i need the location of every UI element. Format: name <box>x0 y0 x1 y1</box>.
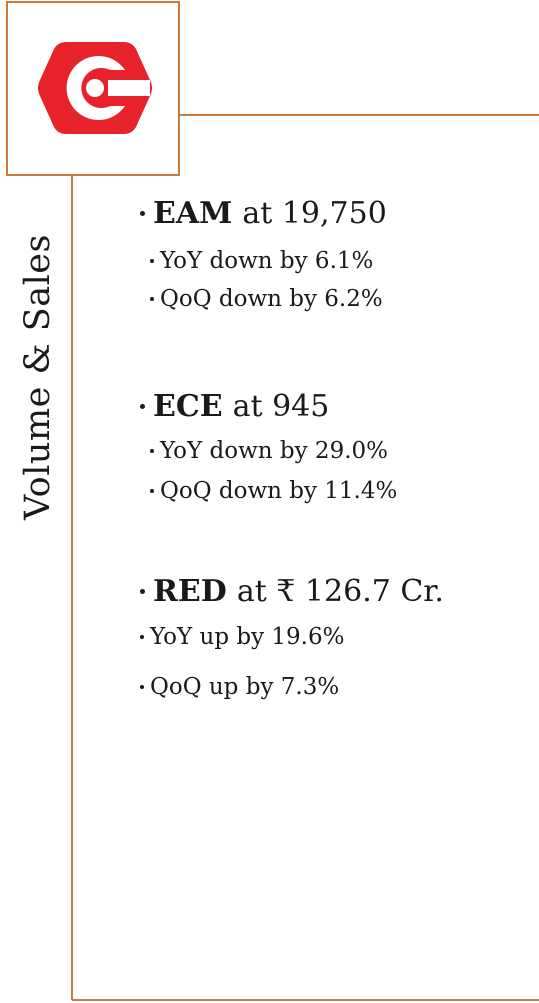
metric-value: at ₹ 126.7 Cr. <box>236 574 444 609</box>
bullet-item: YoY down by 29.0% <box>150 438 388 464</box>
section-heading: RED at ₹ 126.7 Cr. <box>140 574 444 609</box>
bullet <box>150 297 154 301</box>
metric-value: at 19,750 <box>242 196 387 231</box>
bullet <box>150 259 154 263</box>
metric-name: EAM <box>153 196 233 231</box>
bullet <box>140 685 144 689</box>
item-text: QoQ down by 11.4% <box>160 478 398 504</box>
bullet <box>140 589 145 594</box>
bullet-item: QoQ down by 6.2% <box>150 286 383 312</box>
metric-value: at 945 <box>232 389 330 424</box>
item-text: YoY down by 6.1% <box>160 248 374 274</box>
bullet-item: YoY up by 19.6% <box>140 624 344 650</box>
bullet <box>140 635 144 639</box>
bullet-item: QoQ down by 11.4% <box>150 478 397 504</box>
section-heading: EAM at 19,750 <box>140 196 387 231</box>
bullet <box>140 211 145 216</box>
bullet <box>140 404 145 409</box>
bullet-item: QoQ up by 7.3% <box>140 674 339 700</box>
item-text: YoY up by 19.6% <box>150 624 345 650</box>
metric-name: RED <box>153 574 227 609</box>
metric-name: ECE <box>153 389 223 424</box>
item-text: QoQ up by 7.3% <box>150 674 340 700</box>
logo <box>38 42 152 134</box>
sidebar-title: Volume & Sales <box>18 234 58 520</box>
logo-box <box>6 1 180 176</box>
section-heading: ECE at 945 <box>140 389 329 424</box>
item-text: QoQ down by 6.2% <box>160 286 383 312</box>
bullet <box>150 489 154 493</box>
bullet <box>150 449 154 453</box>
item-text: YoY down by 29.0% <box>160 438 389 464</box>
bullet-item: YoY down by 6.1% <box>150 248 373 274</box>
